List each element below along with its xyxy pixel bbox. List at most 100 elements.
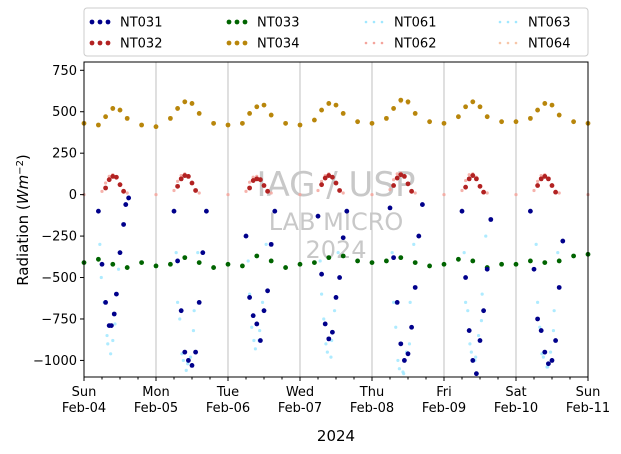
point-NT031 (117, 250, 123, 256)
point-NT031 (553, 338, 558, 343)
point-NT031 (477, 338, 483, 343)
point-NT034 (398, 97, 404, 103)
point-NT034 (103, 114, 108, 120)
point-NT034 (268, 112, 274, 118)
point-NT061 (408, 300, 412, 304)
point-NT062 (320, 179, 324, 183)
point-NT034 (261, 102, 267, 108)
point-NT031 (200, 250, 206, 256)
point-NT061 (466, 309, 470, 313)
legend-marker-NT063 (498, 20, 502, 24)
point-NT061 (116, 267, 121, 271)
point-NT031 (121, 222, 126, 227)
point-NT032 (186, 173, 191, 179)
point-NT061 (181, 358, 185, 363)
point-NT034 (110, 106, 116, 111)
legend-marker-NT063 (514, 20, 518, 24)
point-NT031 (484, 266, 490, 272)
point-NT031 (538, 328, 544, 333)
point-NT063 (479, 319, 484, 323)
y-axis-title-main: Radiation ( (14, 204, 32, 286)
point-NT062 (442, 193, 446, 197)
x-tick-label-day: Thu (359, 385, 384, 400)
point-NT033 (96, 256, 101, 262)
legend-label-NT061: NT061 (394, 16, 436, 31)
x-tick-label-date: Feb-11 (566, 401, 610, 416)
point-NT061 (394, 325, 398, 329)
point-NT062 (172, 188, 176, 193)
y-tick-label: −750 (41, 312, 77, 327)
point-NT062 (532, 188, 536, 193)
point-NT061 (325, 350, 329, 354)
point-NT032 (261, 183, 267, 188)
point-NT031 (405, 351, 411, 357)
point-NT032 (178, 176, 184, 182)
point-NT031 (531, 266, 537, 272)
series-NT063 (99, 275, 556, 376)
point-NT031 (243, 233, 249, 239)
point-NT032 (391, 183, 396, 188)
point-NT032 (398, 172, 404, 178)
series-NT034 (81, 97, 591, 130)
point-NT062 (460, 188, 464, 193)
point-NT061 (552, 309, 556, 313)
x-axis-title: 2024 (317, 427, 355, 445)
point-NT061 (412, 242, 416, 246)
point-NT031 (268, 241, 274, 247)
legend-label-NT062: NT062 (394, 37, 436, 52)
point-NT062 (226, 193, 230, 197)
point-NT031 (409, 324, 414, 330)
point-NT033 (225, 261, 231, 267)
plot-area: IAG / USP LAB MICRO 2024 (81, 61, 591, 378)
x-tick-label-day: Sun (576, 385, 601, 400)
point-NT061 (106, 342, 110, 346)
point-NT033 (326, 255, 332, 261)
series-NT033 (81, 251, 591, 270)
point-NT063 (551, 328, 556, 333)
point-NT061 (534, 242, 538, 246)
point-NT033 (153, 263, 159, 269)
point-NT033 (240, 263, 245, 269)
legend-marker-NT064 (498, 41, 502, 45)
point-NT034 (189, 101, 195, 106)
point-NT063 (111, 338, 115, 343)
point-NT061 (469, 350, 473, 354)
point-NT031 (488, 217, 494, 222)
point-NT062 (269, 191, 273, 195)
point-NT031 (186, 358, 191, 363)
point-NT032 (409, 188, 414, 194)
point-NT034 (412, 110, 418, 116)
point-NT031 (254, 321, 260, 327)
point-NT062 (176, 179, 180, 183)
point-NT031 (103, 299, 108, 305)
point-NT032 (394, 175, 400, 181)
y-tick-label: −1000 (33, 354, 77, 369)
point-NT031 (535, 316, 540, 322)
point-NT034 (535, 107, 540, 113)
point-NT033 (283, 265, 288, 270)
point-NT031 (204, 208, 209, 214)
point-NT032 (470, 173, 476, 178)
point-NT032 (337, 188, 342, 193)
point-NT031 (261, 308, 267, 314)
point-NT063 (176, 300, 180, 304)
point-NT032 (535, 183, 540, 188)
point-NT033 (110, 261, 116, 267)
point-NT031 (474, 371, 479, 377)
point-NT033 (139, 260, 145, 266)
point-NT063 (258, 328, 262, 333)
x-tick-label-date: Feb-04 (62, 401, 106, 416)
point-NT061 (253, 347, 257, 351)
point-NT031 (459, 208, 465, 214)
point-NT034 (355, 119, 360, 125)
point-NT033 (456, 256, 461, 262)
point-NT063 (402, 372, 406, 376)
legend-marker-NT061 (372, 20, 376, 24)
point-NT033 (355, 258, 360, 264)
point-NT061 (264, 242, 268, 246)
point-NT062 (464, 178, 468, 183)
point-NT062 (104, 181, 108, 185)
point-NT033 (211, 265, 217, 270)
point-NT061 (196, 251, 200, 255)
point-NT031 (182, 349, 188, 355)
